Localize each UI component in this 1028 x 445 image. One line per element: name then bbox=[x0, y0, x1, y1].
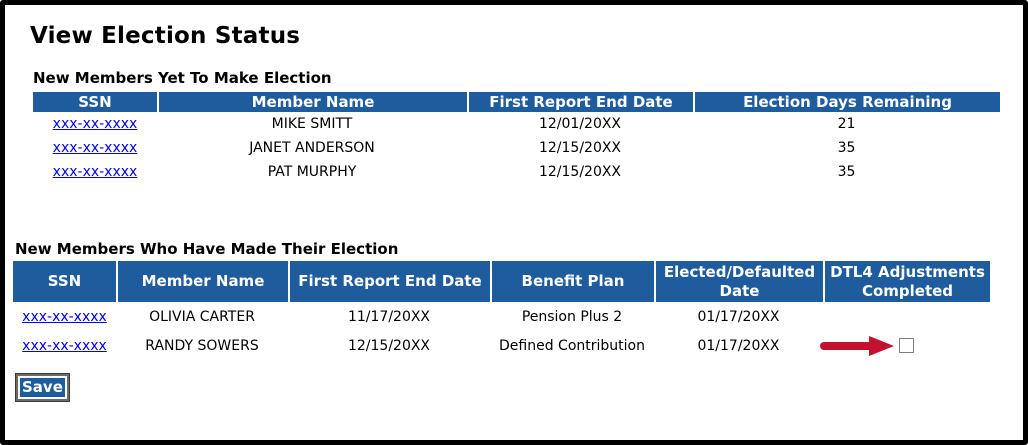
table-yet-to-elect: SSN Member Name First Report End Date El… bbox=[33, 92, 1000, 184]
first-report-end-date-cell: 12/01/20XX bbox=[467, 112, 693, 136]
table-row: xxx-xx-xxxx JANET ANDERSON 12/15/20XX 35 bbox=[33, 136, 1000, 160]
member-name-cell: PAT MURPHY bbox=[157, 160, 467, 184]
first-report-end-date-cell: 12/15/20XX bbox=[467, 136, 693, 160]
member-name-cell: OLIVIA CARTER bbox=[116, 302, 288, 331]
elected-defaulted-date-cell: 01/17/20XX bbox=[654, 302, 823, 331]
first-report-end-date-cell: 12/15/20XX bbox=[288, 331, 490, 360]
ssn-link[interactable]: xxx-xx-xxxx bbox=[22, 308, 107, 325]
benefit-plan-cell: Defined Contribution bbox=[490, 331, 654, 360]
ssn-cell: xxx-xx-xxxx bbox=[33, 112, 157, 136]
ssn-link[interactable]: xxx-xx-xxxx bbox=[52, 116, 138, 132]
benefit-plan-cell: Pension Plus 2 bbox=[490, 302, 654, 331]
ssn-cell: xxx-xx-xxxx bbox=[13, 302, 116, 331]
column-header-benefit-plan: Benefit Plan bbox=[490, 261, 654, 302]
member-name-cell: RANDY SOWERS bbox=[116, 331, 288, 360]
table-row: xxx-xx-xxxx RANDY SOWERS 12/15/20XX Defi… bbox=[13, 331, 990, 360]
table-header-row: SSN Member Name First Report End Date El… bbox=[33, 92, 1000, 112]
ssn-cell: xxx-xx-xxxx bbox=[33, 136, 157, 160]
ssn-cell: xxx-xx-xxxx bbox=[13, 331, 116, 360]
column-header-first-report-end-date: First Report End Date bbox=[288, 261, 490, 302]
save-button[interactable]: Save bbox=[16, 374, 69, 401]
elected-defaulted-date-cell: 01/17/20XX bbox=[654, 331, 823, 360]
first-report-end-date-cell: 12/15/20XX bbox=[467, 160, 693, 184]
election-days-remaining-cell: 35 bbox=[693, 136, 1000, 160]
column-header-dtl4-adjustments-completed: DTL4 Adjustments Completed bbox=[823, 261, 990, 302]
ssn-link[interactable]: xxx-xx-xxxx bbox=[22, 337, 107, 354]
first-report-end-date-cell: 11/17/20XX bbox=[288, 302, 490, 331]
save-button-label: Save bbox=[20, 378, 65, 397]
section-heading-made-election: New Members Who Have Made Their Election bbox=[15, 240, 399, 258]
dtl4-adjustments-checkbox[interactable] bbox=[899, 338, 914, 353]
member-name-cell: MIKE SMITT bbox=[157, 112, 467, 136]
dtl4-cell bbox=[819, 331, 990, 360]
member-name-cell: JANET ANDERSON bbox=[157, 136, 467, 160]
election-days-remaining-cell: 35 bbox=[693, 160, 1000, 184]
ssn-link[interactable]: xxx-xx-xxxx bbox=[52, 140, 138, 156]
column-header-ssn: SSN bbox=[33, 92, 157, 112]
table-row: xxx-xx-xxxx MIKE SMITT 12/01/20XX 21 bbox=[33, 112, 1000, 136]
table-header-row: SSN Member Name First Report End Date Be… bbox=[13, 261, 990, 302]
column-header-ssn: SSN bbox=[13, 261, 116, 302]
column-header-member-name: Member Name bbox=[116, 261, 288, 302]
column-header-member-name: Member Name bbox=[157, 92, 467, 112]
column-header-first-report-end-date: First Report End Date bbox=[467, 92, 693, 112]
dtl4-cell-empty bbox=[823, 302, 990, 331]
table-row: xxx-xx-xxxx PAT MURPHY 12/15/20XX 35 bbox=[33, 160, 1000, 184]
column-header-elected-defaulted-date: Elected/Defaulted Date bbox=[654, 261, 823, 302]
column-header-election-days-remaining: Election Days Remaining bbox=[693, 92, 1000, 112]
election-days-remaining-cell: 21 bbox=[693, 112, 1000, 136]
table-made-election: SSN Member Name First Report End Date Be… bbox=[13, 261, 990, 360]
ssn-link[interactable]: xxx-xx-xxxx bbox=[52, 164, 138, 180]
ssn-cell: xxx-xx-xxxx bbox=[33, 160, 157, 184]
section-heading-yet-to-elect: New Members Yet To Make Election bbox=[33, 69, 332, 87]
red-arrow-right-icon bbox=[819, 335, 894, 356]
page-title: View Election Status bbox=[30, 23, 301, 49]
table-row: xxx-xx-xxxx OLIVIA CARTER 11/17/20XX Pen… bbox=[13, 302, 990, 331]
